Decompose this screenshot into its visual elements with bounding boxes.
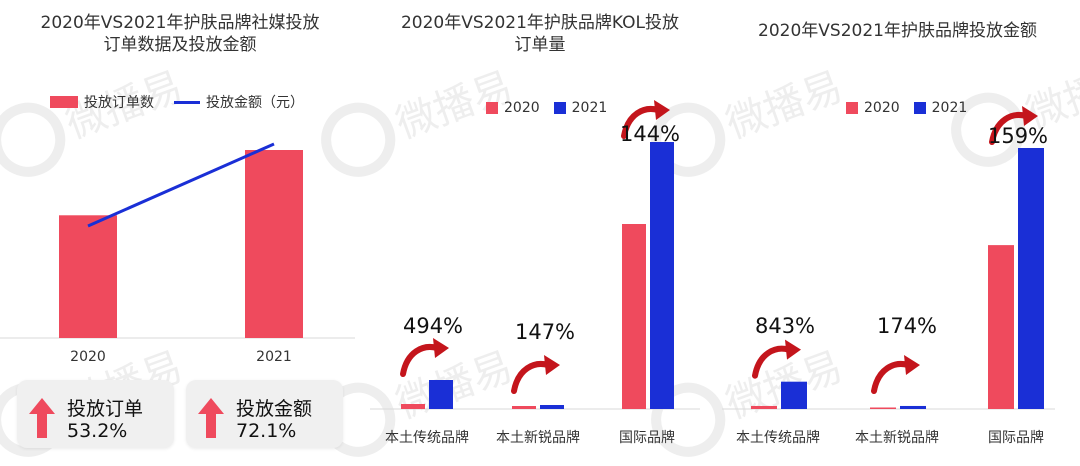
watermark-logo [321, 102, 396, 177]
orders-growth-card: 投放订单 53.2% [17, 380, 174, 448]
bar-orders-2020 [59, 215, 117, 338]
watermark-2: 微播易 [651, 64, 849, 177]
growth-arrow-2 [621, 106, 661, 139]
bar-2021-2 [1018, 148, 1044, 409]
legend-2021-swatch [913, 102, 926, 114]
middle-x-tick-traditional: 本土传统品牌 [385, 430, 469, 446]
orders-card-value: 53.2% [67, 420, 128, 442]
right-chart [722, 106, 1055, 410]
spend-line [87, 142, 275, 228]
middle-chart-title: 2020年VS2021年护肤品牌KOL投放 订单量 [370, 12, 710, 56]
bar-2020-2 [622, 224, 646, 409]
left-x-tick-2020: 2020 [70, 349, 106, 365]
growth-arrowhead-2 [654, 100, 670, 120]
right-x-tick-international: 国际品牌 [988, 430, 1044, 446]
left-chart-title: 2020年VS2021年护肤品牌社媒投放 订单数据及投放金额 [10, 12, 350, 56]
right-legend: 2020 2021 [846, 100, 967, 116]
bar-orders-2021 [245, 150, 303, 338]
middle-x-tick-international: 国际品牌 [619, 430, 675, 446]
bar-2020-0 [401, 404, 425, 409]
right-growth-traditional: 843% [754, 314, 816, 338]
middle-growth-emerging: 147% [514, 320, 576, 344]
right-x-tick-traditional: 本土传统品牌 [736, 430, 820, 446]
growth-arrow-0 [752, 345, 792, 379]
spend-card-value: 72.1% [236, 420, 297, 442]
bar-2021-2 [650, 142, 674, 409]
legend-2020-label: 2020 [864, 100, 900, 116]
legend-2021-swatch [553, 102, 566, 114]
left-chart [0, 142, 355, 339]
bar-2021-1 [540, 405, 564, 409]
left-x-tick-2021: 2021 [256, 349, 292, 365]
growth-arrowhead-1 [904, 355, 920, 375]
legend-2020-label: 2020 [504, 100, 540, 116]
watermark-logo [651, 382, 726, 457]
middle-title-line1: 2020年VS2021年护肤品牌KOL投放 [400, 13, 680, 33]
orders-card-label: 投放订单 [67, 398, 144, 420]
legend-2020-swatch [846, 102, 858, 114]
legend-2021-label: 2021 [571, 100, 608, 116]
growth-arrow-0 [400, 344, 440, 377]
middle-growth-traditional: 494% [402, 314, 464, 338]
watermark-logo [951, 92, 1026, 167]
left-title-line1: 2020年VS2021年护肤品牌社媒投放 [40, 13, 320, 33]
bar-2020-2 [988, 245, 1014, 409]
growth-arrowhead-1 [544, 355, 560, 375]
right-growth-emerging: 174% [876, 314, 938, 338]
right-chart-title: 2020年VS2021年护肤品牌投放金额 [725, 20, 1070, 42]
left-legend: 投放订单数 投放金额（元） [50, 92, 304, 112]
middle-x-tick-emerging: 本土新锐品牌 [496, 430, 580, 446]
growth-arrowhead-0 [433, 338, 449, 358]
right-growth-international: 159% [987, 124, 1049, 148]
spend-card-label: 投放金额 [236, 398, 313, 420]
bar-2021-0 [429, 380, 453, 409]
legend-bar-label: 投放订单数 [84, 95, 154, 111]
legend-line-label: 投放金额（元） [206, 95, 304, 111]
legend-2021-label: 2021 [931, 100, 968, 116]
bar-2020-1 [870, 407, 896, 409]
watermark-1: 微播易 [321, 64, 519, 177]
spend-growth-card: 投放金额 72.1% [186, 380, 343, 448]
bar-2021-1 [900, 405, 926, 409]
middle-legend: 2020 2021 [486, 100, 607, 116]
bar-2020-1 [512, 406, 536, 409]
watermark-0: 微播易 [0, 64, 189, 177]
growth-arrow-1 [511, 361, 551, 394]
middle-chart [370, 100, 700, 410]
legend-bar-swatch [50, 96, 78, 108]
right-title-line1: 2020年VS2021年护肤品牌投放金额 [758, 21, 1037, 41]
left-title-line2: 订单数据及投放金额 [103, 35, 257, 55]
bar-2021-0 [781, 381, 807, 409]
growth-arrowhead-2 [1022, 106, 1038, 126]
growth-arrowhead-0 [785, 339, 801, 360]
up-arrow-icon [29, 398, 55, 438]
growth-arrow-1 [871, 361, 911, 394]
middle-growth-international: 144% [619, 122, 681, 146]
up-arrow-icon [198, 398, 224, 438]
right-x-tick-emerging: 本土新锐品牌 [855, 430, 939, 446]
middle-title-line2: 订单量 [514, 35, 566, 55]
bar-2020-0 [751, 405, 777, 409]
watermark-text: 微播易 [720, 64, 848, 148]
legend-2020-swatch [486, 102, 498, 114]
watermark-logo [0, 102, 66, 177]
legend-line-swatch [174, 100, 200, 104]
growth-arrow-2 [989, 112, 1029, 145]
